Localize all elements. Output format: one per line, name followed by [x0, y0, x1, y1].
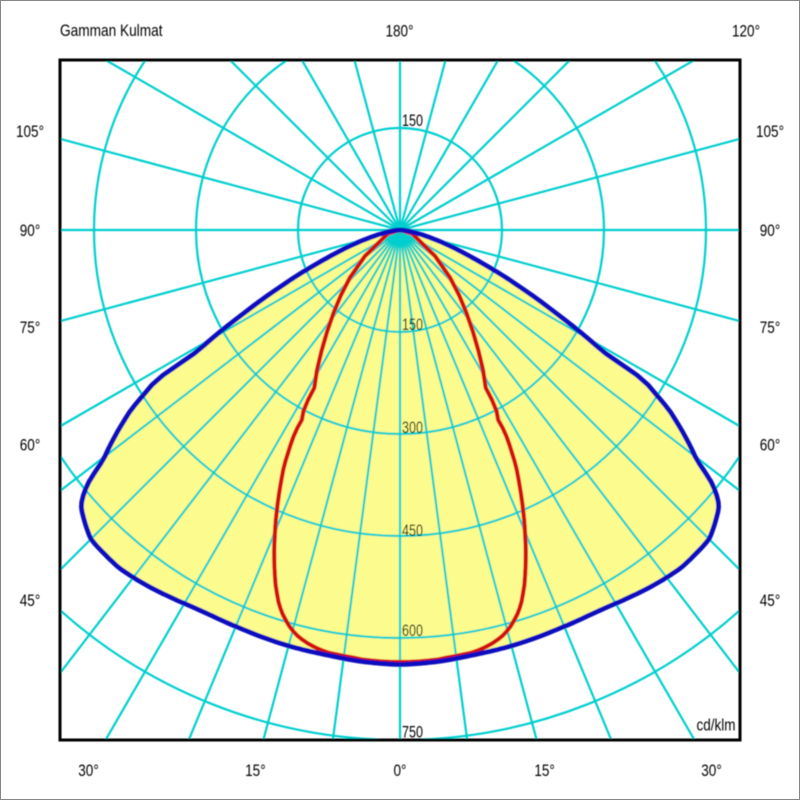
svg-text:120°: 120°: [732, 22, 760, 41]
svg-text:60°: 60°: [760, 436, 781, 455]
svg-text:300: 300: [402, 418, 423, 437]
svg-text:45°: 45°: [760, 591, 781, 610]
svg-text:45°: 45°: [20, 591, 41, 610]
svg-text:30°: 30°: [78, 761, 99, 780]
svg-text:180°: 180°: [386, 22, 414, 41]
svg-text:75°: 75°: [20, 318, 41, 337]
svg-text:750: 750: [402, 723, 423, 742]
svg-text:105°: 105°: [16, 122, 44, 141]
svg-text:600: 600: [402, 621, 423, 640]
svg-text:150: 150: [402, 111, 423, 130]
svg-text:Gamman Kulmat: Gamman Kulmat: [60, 21, 163, 40]
svg-text:75°: 75°: [760, 318, 781, 337]
svg-text:15°: 15°: [534, 761, 555, 780]
svg-text:30°: 30°: [701, 761, 722, 780]
svg-text:90°: 90°: [760, 221, 781, 240]
svg-text:105°: 105°: [756, 122, 784, 141]
svg-text:cd/klm: cd/klm: [697, 716, 736, 735]
svg-text:15°: 15°: [245, 761, 266, 780]
svg-text:90°: 90°: [20, 221, 41, 240]
svg-text:0°: 0°: [394, 761, 407, 780]
svg-text:60°: 60°: [20, 436, 41, 455]
svg-text:150: 150: [402, 315, 423, 334]
svg-text:450: 450: [402, 521, 423, 540]
